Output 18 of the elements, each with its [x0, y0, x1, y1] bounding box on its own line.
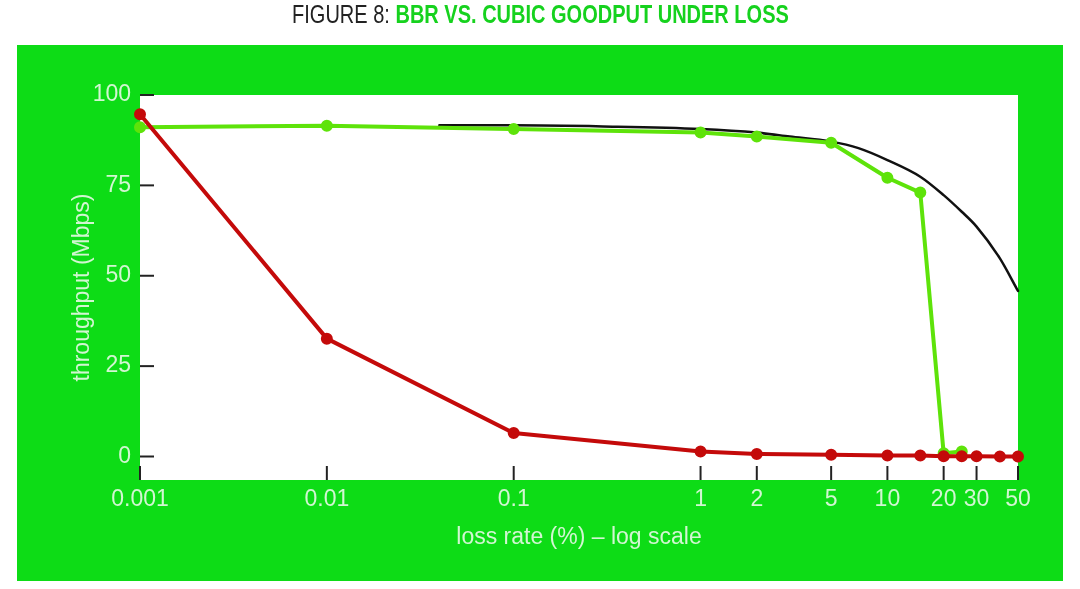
chart-title: FIGURE 8: BBR VS. CUBIC GOODPUT UNDER LOSS [291, 0, 789, 28]
y-tick-label: 100 [92, 80, 131, 107]
x-tick-label: 30 [963, 485, 990, 512]
x-axis-title: loss rate (%) – log scale [456, 522, 702, 549]
y-tick-label: 75 [105, 170, 131, 197]
y-tick-label: 25 [105, 351, 131, 378]
x-tick-label: 0.01 [304, 485, 350, 512]
y-axis-title: throughput (Mbps) [68, 193, 95, 382]
y-tick-label: 50 [105, 261, 131, 288]
x-tick-label: 2 [750, 485, 764, 512]
x-tick-label: 0.1 [497, 485, 530, 512]
x-tick-label: 1 [694, 485, 707, 512]
x-tick-label: 5 [824, 485, 838, 512]
y-tick-label: 0 [118, 441, 131, 468]
x-tick-label: 20 [930, 485, 957, 512]
x-tick-label: 50 [1005, 485, 1031, 512]
x-tick-label: 10 [874, 485, 901, 512]
x-tick-label: 0.001 [111, 485, 169, 512]
